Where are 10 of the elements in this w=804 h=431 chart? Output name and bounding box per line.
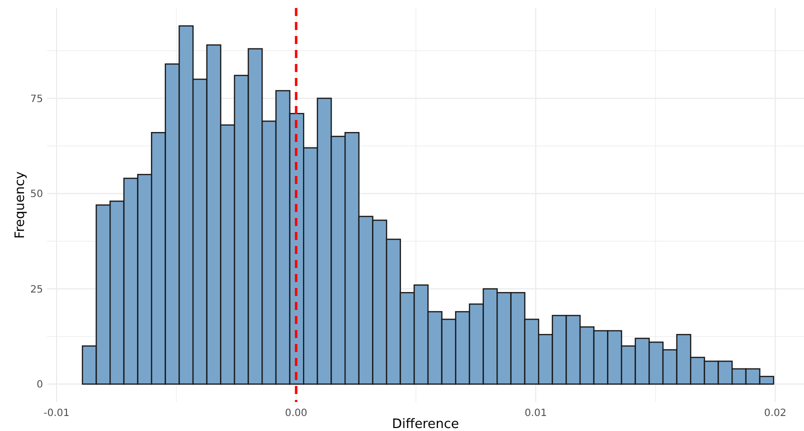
- x-axis-title: Difference: [392, 417, 460, 431]
- x-tick-label: 0.01: [524, 408, 547, 419]
- x-tick-label: -0.01: [44, 408, 70, 419]
- y-axis-title: Frequency: [13, 171, 28, 239]
- y-tick-label: 50: [30, 189, 43, 200]
- x-tick-label: 0.00: [285, 408, 308, 419]
- y-tick-label: 0: [36, 380, 43, 391]
- y-tick-label: 25: [30, 284, 43, 296]
- x-tick-label: 0.02: [764, 408, 786, 419]
- y-tick-label: 75: [30, 94, 43, 105]
